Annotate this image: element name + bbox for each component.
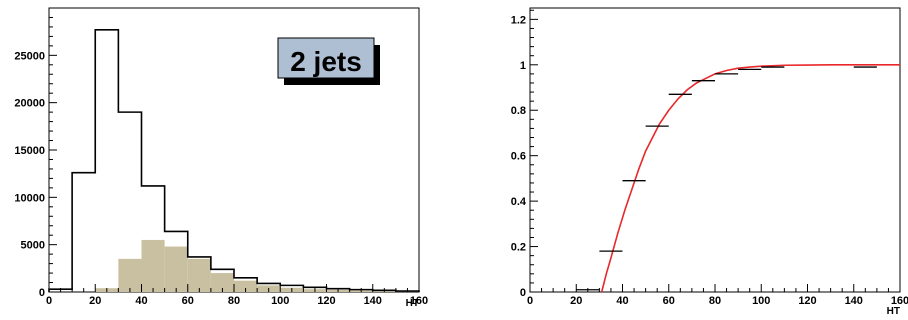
x-axis-label: HT: [887, 306, 900, 317]
x-axis-ticks: 0 20 40 60 80 100 120 140 160: [527, 284, 908, 307]
x-tick-label: 0: [46, 295, 52, 307]
x-tick-label: 100: [752, 295, 770, 307]
y-tick-label: 0.8: [511, 105, 526, 117]
x-tick-label: 40: [135, 295, 147, 307]
y-axis-ticks: 0 5000 10000 15000 20000 25000: [14, 7, 57, 299]
x-tick-label: 0: [527, 295, 533, 307]
x-tick-label: 140: [845, 295, 863, 307]
annotation-label: 2 jets: [290, 46, 362, 77]
histogram-panel: 0 20 40 60 80 100 120 140 160 0 5000 10000 15000 200…: [14, 7, 428, 309]
x-tick-label: 100: [271, 295, 289, 307]
filled-histogram-bar: [118, 258, 142, 292]
annotation-box: 2 jets: [277, 37, 380, 85]
y-tick-label: 10000: [14, 192, 45, 204]
x-axis-label: HT: [406, 298, 419, 309]
y-tick-label: 1: [520, 60, 526, 72]
x-tick-label: 40: [616, 295, 628, 307]
x-tick-label: 20: [89, 295, 101, 307]
y-tick-label: 25000: [14, 50, 45, 62]
x-tick-label: 120: [317, 295, 335, 307]
x-tick-label: 60: [182, 295, 194, 307]
y-tick-label: 20000: [14, 98, 45, 110]
y-tick-label: 15000: [14, 145, 45, 157]
y-tick-label: 0.2: [511, 242, 526, 254]
x-tick-label: 60: [663, 295, 675, 307]
x-tick-label: 120: [798, 295, 816, 307]
plot-frame: [529, 7, 901, 293]
efficiency-panel: 0 20 40 60 80 100 120 140 160 00.20.40.60.811.2 …: [511, 7, 908, 317]
filled-histogram-bar: [187, 258, 211, 292]
y-tick-label: 0: [520, 287, 526, 299]
y-tick-label: 5000: [21, 240, 45, 252]
y-tick-label: 0.4: [511, 196, 527, 208]
filled-histogram-bar: [164, 246, 188, 292]
filled-histogram-bar: [234, 280, 258, 292]
annotation-background: [277, 37, 375, 79]
x-tick-label: 80: [228, 295, 240, 307]
y-tick-label: 0: [39, 287, 45, 299]
x-tick-label: 80: [709, 295, 721, 307]
x-tick-label: 160: [410, 295, 428, 307]
y-axis-ticks: 0 0.2 0.4 0.6 0.8 1 1.2: [511, 9, 538, 299]
x-tick-label: 20: [570, 295, 582, 307]
y-tick-label: 1.2: [511, 14, 526, 26]
filled-histogram-bar: [141, 239, 165, 292]
filled-histogram-bar: [210, 273, 234, 292]
y-tick-label: 0.6: [511, 151, 526, 163]
x-tick-label: 160: [891, 295, 908, 307]
x-axis-ticks: 0 20 40 60 80 100 120 140 160: [46, 284, 428, 307]
fit-curve: [600, 64, 900, 293]
x-tick-label: 140: [364, 295, 382, 307]
